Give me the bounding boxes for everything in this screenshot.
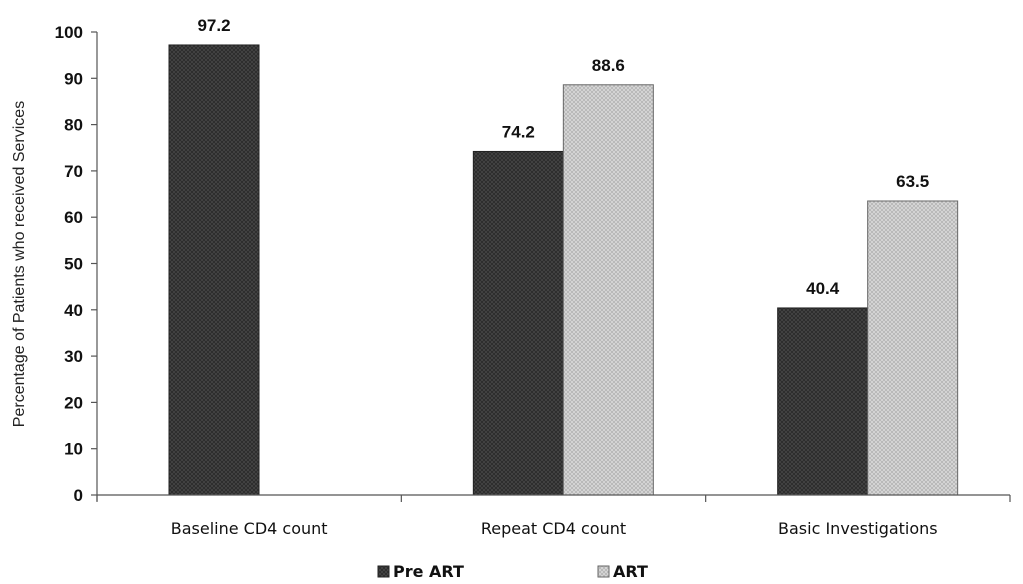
y-tick-label: 0 — [74, 486, 83, 505]
y-axis: 0 10 20 30 40 50 60 70 80 90 100 — [55, 23, 98, 505]
bar — [562, 84, 654, 496]
bar — [867, 200, 959, 496]
legend: Pre ART ART — [377, 562, 648, 581]
bars: 97.2 74.2 40.4 88.6 63.5 — [168, 16, 959, 496]
y-tick-label: 10 — [64, 440, 83, 459]
y-tick-label: 20 — [64, 393, 83, 412]
data-label: 40.4 — [806, 279, 840, 298]
x-axis: Baseline CD4 count Repeat CD4 count Basic … — [96, 494, 1011, 538]
data-label: 63.5 — [896, 172, 929, 191]
bar — [777, 307, 869, 496]
y-axis-title: Percentage of Patients who received Serv… — [11, 101, 28, 427]
y-tick-label: 90 — [64, 69, 83, 88]
legend-swatch — [377, 565, 390, 578]
x-category-label: Baseline CD4 count — [171, 519, 328, 538]
y-tick-label: 30 — [64, 347, 83, 366]
y-tick-label: 100 — [55, 23, 83, 42]
legend-label: ART — [613, 562, 648, 581]
x-category-label: Basic Investigations — [778, 519, 938, 538]
bar — [168, 44, 260, 496]
data-label: 97.2 — [197, 16, 230, 35]
y-tick-label: 80 — [64, 116, 83, 135]
y-tick-label: 50 — [64, 255, 83, 274]
legend-swatch — [597, 565, 610, 578]
data-label: 88.6 — [592, 56, 625, 75]
data-label: 74.2 — [502, 122, 535, 141]
bar — [472, 150, 564, 496]
legend-label: Pre ART — [393, 562, 464, 581]
x-category-label: Repeat CD4 count — [481, 519, 626, 538]
y-tick-label: 70 — [64, 162, 83, 181]
y-tick-label: 60 — [64, 208, 83, 227]
y-tick-label: 40 — [64, 301, 83, 320]
